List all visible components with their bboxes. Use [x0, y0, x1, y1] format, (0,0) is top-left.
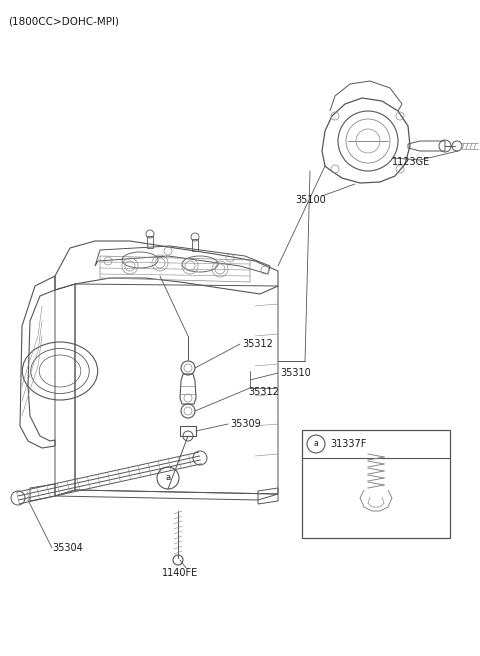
Text: 1140FE: 1140FE: [162, 568, 198, 578]
Text: 35312: 35312: [242, 339, 273, 349]
Text: 1123GE: 1123GE: [392, 157, 430, 167]
Text: 35312: 35312: [248, 387, 279, 397]
Text: a: a: [166, 474, 170, 483]
Bar: [192, 239, 198, 251]
Bar: [180, 426, 196, 436]
Text: 35100: 35100: [295, 195, 326, 205]
Text: a: a: [313, 440, 318, 449]
Text: 35309: 35309: [230, 419, 261, 429]
Bar: [147, 236, 153, 248]
Bar: [302, 430, 450, 538]
Text: (1800CC>DOHC-MPI): (1800CC>DOHC-MPI): [8, 16, 119, 26]
Text: 31337F: 31337F: [330, 439, 366, 449]
Text: 35304: 35304: [52, 543, 83, 553]
Text: 35310: 35310: [280, 368, 311, 378]
